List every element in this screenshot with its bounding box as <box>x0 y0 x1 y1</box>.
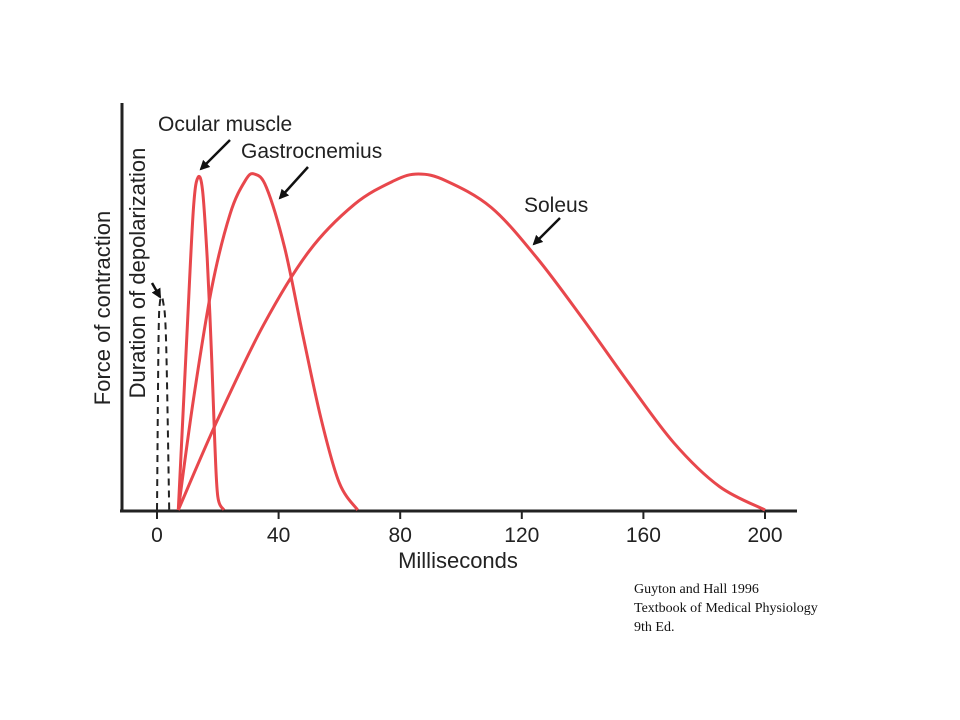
depolarization-arrow <box>150 282 162 299</box>
soleus-curve <box>176 172 766 512</box>
x-ticks: 0 40 80 120 160 200 <box>151 511 783 547</box>
x-tick-label: 160 <box>626 524 661 547</box>
citation-line-3: 9th Ed. <box>634 620 675 635</box>
x-tick-label: 0 <box>151 524 163 547</box>
x-tick-label: 80 <box>389 524 412 547</box>
ocular-muscle-arrow <box>199 139 231 171</box>
gastrocnemius-curve <box>176 172 359 511</box>
citation-line-1: Guyton and Hall 1996 <box>634 582 759 597</box>
y-axis-title: Force of contraction <box>90 211 115 405</box>
citation-line-2: Textbook of Medical Physiology <box>634 601 818 616</box>
x-tick-label: 40 <box>267 524 290 547</box>
depolarization-curve <box>156 295 171 511</box>
soleus-arrow <box>532 217 561 246</box>
axes <box>120 103 797 513</box>
x-axis-title: Milliseconds <box>398 548 518 573</box>
x-tick-label: 200 <box>747 524 782 547</box>
gastrocnemius-arrow <box>278 166 309 200</box>
gastrocnemius-label: Gastrocnemius <box>241 140 382 163</box>
depolarization-label: Duration of depolarization <box>125 148 150 399</box>
curves <box>156 172 766 512</box>
citation: Guyton and Hall 1996 Textbook of Medical… <box>634 580 818 637</box>
ocular-muscle-label: Ocular muscle <box>158 113 292 136</box>
soleus-label: Soleus <box>524 194 588 217</box>
ocular-muscle-curve <box>176 174 226 511</box>
x-tick-label: 120 <box>504 524 539 547</box>
